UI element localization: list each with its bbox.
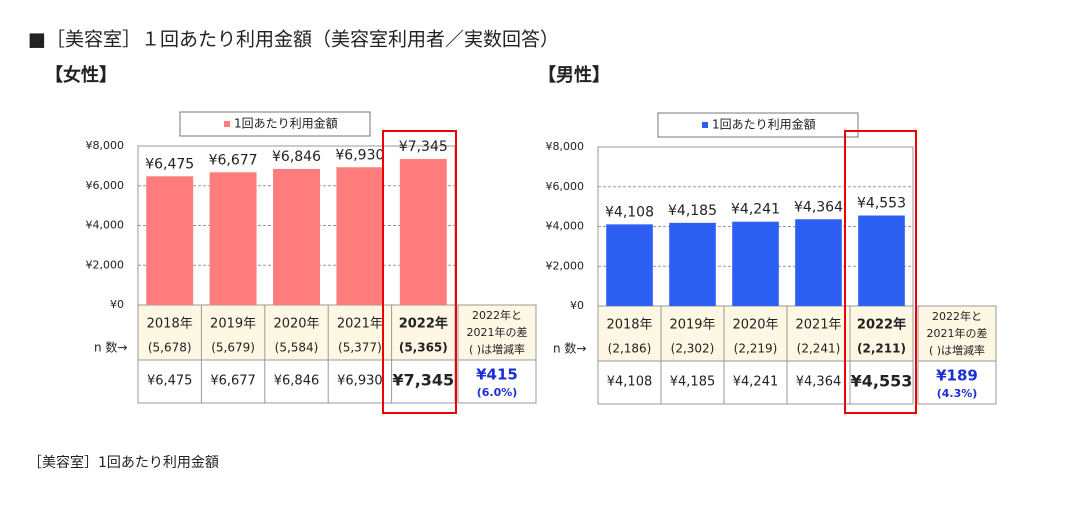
x-tick-label: 2022年	[399, 316, 448, 332]
table-bg	[597, 360, 914, 405]
value-label: ¥6,475	[145, 156, 194, 172]
x-tick-label: 2021年	[337, 317, 383, 332]
table-value: ¥6,475	[147, 374, 193, 389]
n-label: (5,365)	[399, 341, 448, 355]
value-label: ¥6,677	[209, 152, 258, 168]
n-label: (5,377)	[338, 341, 382, 355]
bar	[732, 221, 779, 306]
change: (4.3%)	[937, 387, 978, 400]
x-tick-label: 2018年	[606, 318, 652, 333]
caption: ［美容室］1回あたり利用金額	[28, 454, 219, 471]
n-label: (5,679)	[211, 341, 255, 355]
table-value: ¥4,364	[796, 375, 842, 390]
n-label: (2,211)	[857, 342, 906, 356]
value-label: ¥4,553	[857, 196, 906, 212]
highlight	[382, 130, 457, 414]
bar	[146, 176, 194, 305]
legend-swatch	[224, 121, 230, 127]
difference-head	[457, 304, 537, 361]
n-title: n 数→	[94, 340, 127, 355]
legend-swatch	[702, 122, 708, 128]
value-label: ¥4,364	[794, 199, 843, 215]
x-tick-label: 2020年	[273, 317, 319, 332]
legend-box	[657, 112, 859, 138]
legend-label: 1回あたり利用金額	[712, 117, 816, 132]
chart-subtitle: 【男性】	[538, 64, 610, 86]
y-tick-label: ¥4,000	[86, 219, 125, 232]
chart-subtitle: 【女性】	[45, 64, 117, 86]
bar	[209, 172, 257, 305]
bar	[606, 224, 653, 306]
bar	[399, 159, 447, 305]
difference-title: 2021年の差	[927, 326, 988, 340]
table-value: ¥6,846	[274, 374, 320, 389]
n-label: (2,241)	[797, 342, 841, 356]
difference-title: ( )は増減率	[929, 343, 985, 357]
y-tick-label: ¥0	[570, 299, 584, 312]
y-tick-label: ¥0	[110, 298, 124, 311]
difference-title: ( )は増減率	[469, 342, 525, 356]
x-tick-label: 2019年	[669, 318, 715, 333]
bar	[273, 168, 320, 305]
bar	[336, 167, 384, 305]
legend-box	[179, 111, 371, 137]
page-title: ■［美容室］１回あたり利用金額（美容室利用者／実数回答）	[28, 29, 559, 51]
n-label: (2,219)	[734, 342, 778, 356]
table-value: ¥6,930	[337, 374, 383, 389]
n-title: n 数→	[553, 341, 586, 356]
value-label: ¥4,185	[668, 203, 717, 219]
table-value: ¥7,345	[392, 371, 454, 390]
n-label: (2,186)	[608, 342, 652, 356]
y-tick-label: ¥8,000	[86, 139, 125, 152]
table-value: ¥4,185	[670, 375, 716, 390]
bar	[795, 219, 842, 306]
x-tick-label: 2018年	[147, 317, 193, 332]
value-label: ¥4,108	[605, 204, 654, 220]
table-value: ¥6,677	[210, 374, 256, 389]
difference-title: 2021年の差	[467, 325, 528, 339]
x-tick-label: 2022年	[857, 317, 906, 333]
difference-title: 2022年と	[932, 309, 982, 323]
table-value: ¥4,108	[607, 375, 653, 390]
difference: ¥189	[936, 367, 978, 385]
table-value: ¥4,241	[733, 375, 779, 390]
value-label: ¥6,846	[272, 149, 321, 165]
y-tick-label: ¥2,000	[546, 259, 585, 272]
value-label: ¥7,345	[399, 139, 448, 155]
n-label: (2,302)	[671, 342, 715, 356]
difference: ¥415	[476, 366, 518, 384]
x-tick-label: 2019年	[210, 317, 256, 332]
y-tick-label: ¥2,000	[86, 258, 125, 271]
change: (6.0%)	[477, 386, 518, 399]
difference-title: 2022年と	[472, 308, 522, 322]
y-tick-label: ¥8,000	[546, 140, 585, 153]
x-tick-label: 2021年	[795, 318, 841, 333]
y-tick-label: ¥6,000	[546, 180, 585, 193]
bar	[858, 215, 905, 306]
y-tick-label: ¥6,000	[86, 179, 125, 192]
value-label: ¥6,930	[335, 147, 384, 163]
y-tick-label: ¥4,000	[546, 220, 585, 233]
n-label: (5,678)	[148, 341, 192, 355]
highlight	[844, 130, 917, 414]
value-label: ¥4,241	[731, 202, 780, 218]
table-value: ¥4,553	[851, 372, 913, 391]
x-tick-label: 2020年	[732, 318, 778, 333]
legend-label: 1回あたり利用金額	[234, 116, 338, 131]
difference-head	[917, 305, 997, 362]
bar	[669, 222, 716, 306]
n-label: (5,584)	[275, 341, 319, 355]
